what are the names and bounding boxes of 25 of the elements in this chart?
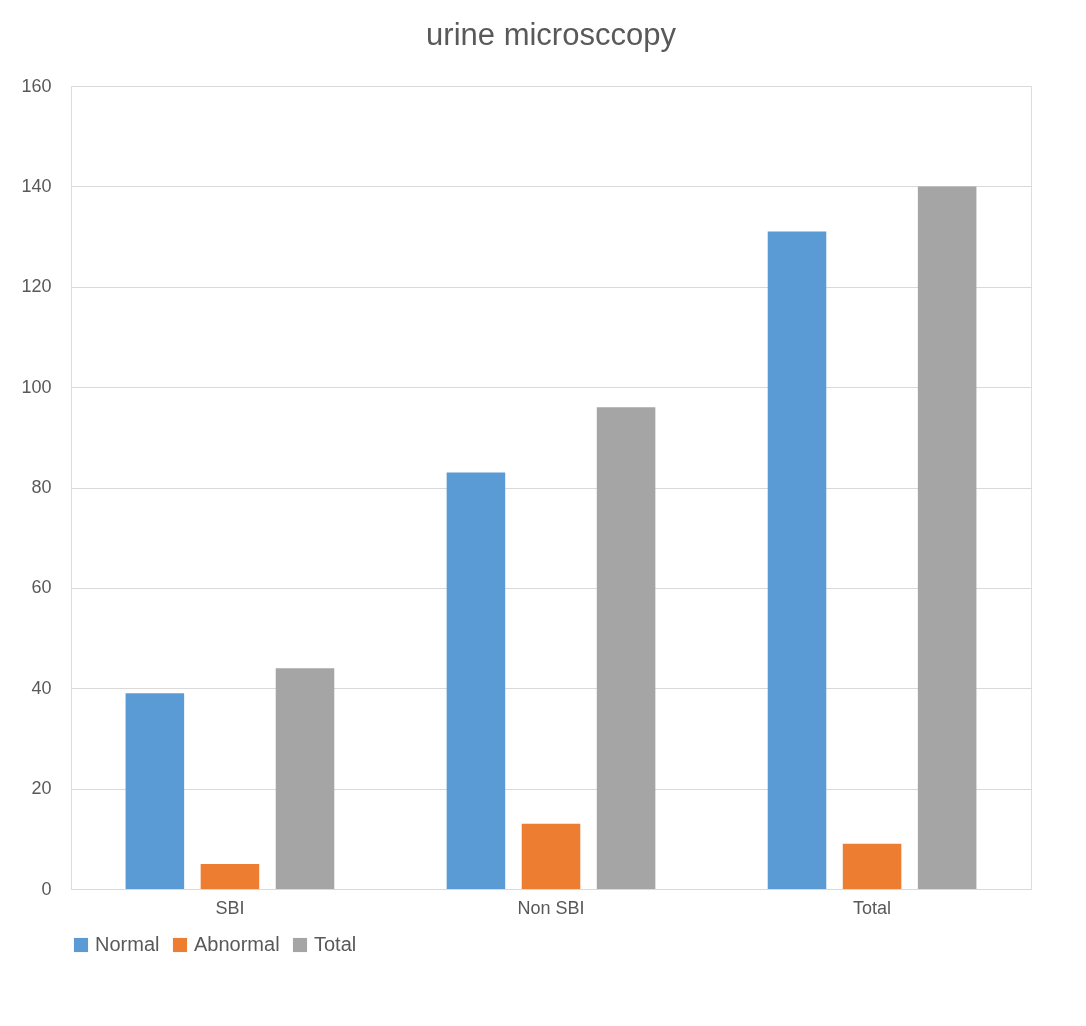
legend-label: Total — [314, 933, 357, 955]
y-tick-label: 80 — [31, 477, 52, 497]
y-tick-label: 0 — [41, 878, 52, 899]
y-tick-label: 40 — [31, 677, 52, 698]
bar — [200, 863, 260, 889]
y-tick-label: 20 — [31, 778, 52, 799]
bar — [917, 186, 977, 889]
chart-title: urine microsccopy — [426, 17, 677, 52]
bar — [275, 668, 335, 889]
y-tick-label: 120 — [21, 276, 52, 297]
x-tick-label: Total — [853, 897, 892, 918]
x-tick-label: Non SBI — [517, 897, 585, 918]
y-tick-label: 100 — [21, 376, 52, 397]
bar — [521, 823, 581, 889]
bar — [446, 472, 506, 889]
bar — [125, 693, 185, 889]
bar — [596, 407, 656, 889]
y-tick-label: 140 — [21, 175, 52, 196]
legend-label: Normal — [95, 933, 160, 955]
legend-label: Abnormal — [194, 933, 280, 955]
bar — [767, 231, 827, 889]
y-tick-label: 60 — [31, 577, 52, 598]
bar — [842, 843, 902, 889]
x-tick-label: SBI — [215, 897, 245, 918]
y-tick-label: 160 — [21, 75, 52, 96]
